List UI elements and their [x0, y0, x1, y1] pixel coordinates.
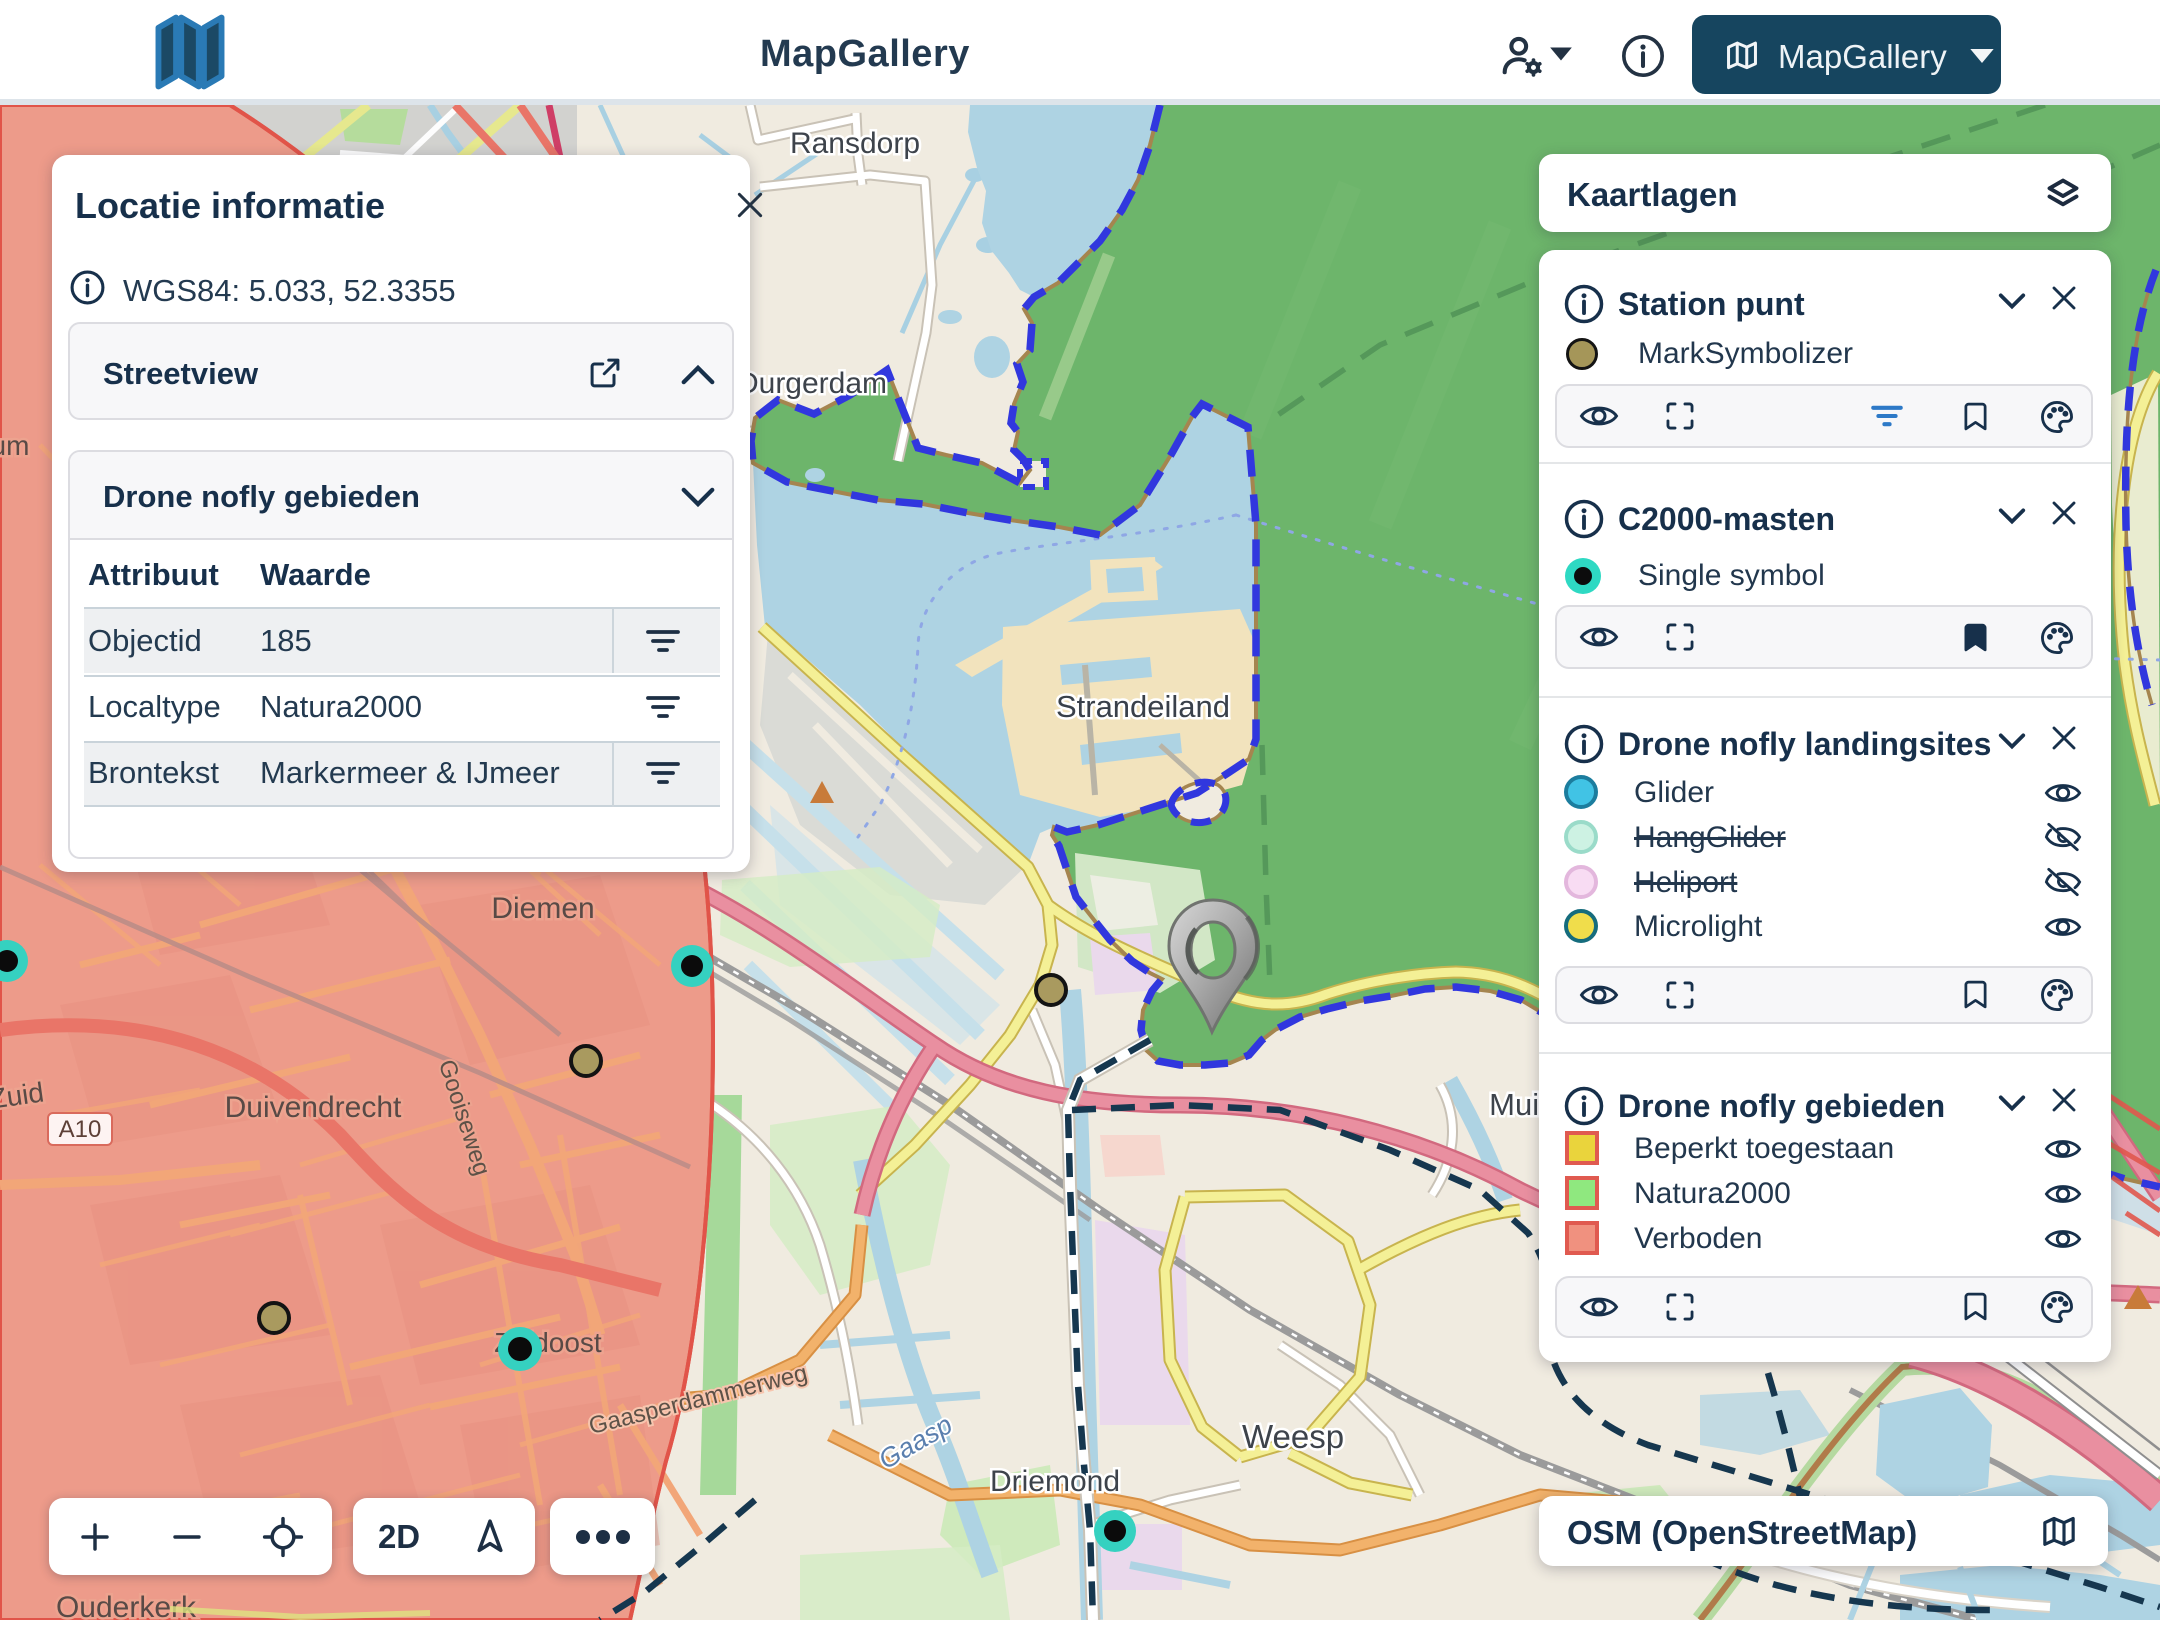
svg-text:um: um	[0, 430, 29, 461]
svg-text:Weesp: Weesp	[1242, 1418, 1344, 1455]
svg-text:Durgerdam: Durgerdam	[737, 367, 887, 400]
svg-text:Ouderkerk: Ouderkerk	[56, 1591, 197, 1620]
svg-text:A10: A10	[59, 1116, 102, 1143]
svg-text:Strandeiland: Strandeiland	[1056, 689, 1230, 724]
svg-text:Driemond: Driemond	[990, 1465, 1120, 1498]
svg-text:Duivendrecht: Duivendrecht	[225, 1091, 402, 1124]
svg-text:Diemen: Diemen	[491, 892, 594, 925]
svg-text:Ransdorp: Ransdorp	[790, 127, 920, 160]
